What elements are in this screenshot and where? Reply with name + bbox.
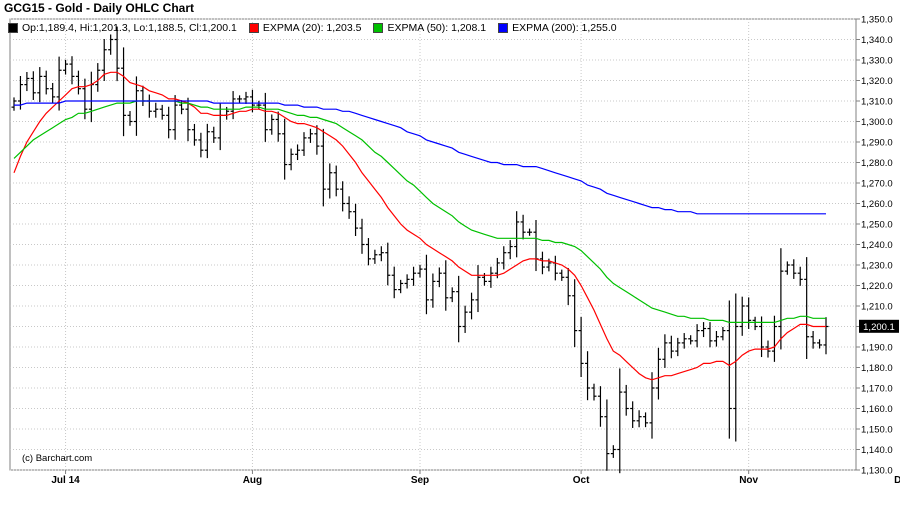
x-tick-label: Aug [243, 475, 262, 486]
legend-item-ema50: EXPMA (50): 1,208.1 [373, 22, 486, 34]
y-tick-label: 1,270.0 [861, 179, 893, 190]
ma-line-20 [13, 71, 826, 381]
y-tick-label: 1,290.0 [861, 138, 893, 149]
legend-label-ema200: EXPMA (200): 1,255.0 [512, 22, 617, 34]
last-price-marker: 1,200.1 [859, 319, 899, 333]
y-tick-label: 1,190.0 [861, 343, 893, 354]
y-tick-label: 1,140.0 [861, 445, 893, 456]
legend-item-ema200: EXPMA (200): 1,255.0 [498, 22, 617, 34]
last-price-box [859, 319, 899, 333]
x-tick-label: Oct [573, 475, 590, 486]
legend-item-ohlc: Op:1,189.4, Hi:1,201.3, Lo:1,188.5, Cl:1… [8, 22, 237, 34]
y-axis: 1,130.0 1,140.0 1,150.0 1,160.0 1,170.0 1,180… [856, 15, 893, 477]
y-tick-label: 1,310.0 [861, 97, 893, 108]
legend-swatch-ema50 [373, 23, 384, 33]
legend-label-ohlc: Op:1,189.4, Hi:1,201.3, Lo:1,188.5, Cl:1… [22, 22, 237, 34]
y-tick-label: 1,230.0 [861, 261, 893, 272]
x-axis: Jul 14 Aug Sep Oct Nov Dec [51, 470, 900, 486]
legend-label-ema20: EXPMA (20): 1,203.5 [262, 22, 362, 34]
x-tick-label: Jul 14 [51, 475, 80, 486]
y-tick-label: 1,250.0 [861, 220, 893, 231]
y-tick-label: 1,130.0 [861, 466, 893, 477]
legend-swatch-ema20 [248, 23, 259, 33]
x-tick-label: Nov [739, 475, 758, 486]
y-tick-label: 1,180.0 [861, 363, 893, 374]
legend-swatch-ema200 [498, 23, 509, 33]
y-tick-label: 1,220.0 [861, 281, 893, 292]
watermark: (c) Barchart.com [22, 453, 92, 464]
y-tick-label: 1,170.0 [861, 384, 893, 395]
y-tick-label: 1,160.0 [861, 404, 893, 415]
y-tick-label: 1,340.0 [861, 35, 893, 46]
y-tick-label: 1,240.0 [861, 240, 893, 251]
legend-label-ema50: EXPMA (50): 1,208.1 [387, 22, 487, 34]
y-tick-label: 1,330.0 [861, 56, 893, 67]
y-tick-label: 1,260.0 [861, 199, 893, 210]
legend-swatch-ohlc [8, 23, 18, 33]
legend: Op:1,189.4, Hi:1,201.3, Lo:1,188.5, Cl:1… [8, 20, 629, 36]
ma-line-200 [14, 100, 826, 215]
y-tick-label: 1,150.0 [861, 425, 893, 436]
y-tick-label: 1,280.0 [861, 158, 893, 169]
y-tick-label: 1,350.0 [861, 15, 893, 26]
ohlc-bars [11, 26, 829, 474]
y-tick-label: 1,300.0 [861, 117, 893, 128]
x-tick-label: Dec [894, 475, 900, 486]
chart-title: GCG15 - Gold - Daily OHLC Chart [4, 1, 195, 15]
x-tick-label: Sep [411, 475, 429, 486]
y-tick-label: 1,320.0 [861, 76, 893, 87]
moving-average-lines [13, 71, 826, 381]
last-price-label: 1,200.1 [863, 322, 895, 333]
legend-item-ema20: EXPMA (20): 1,203.5 [248, 22, 362, 34]
y-tick-label: 1,210.0 [861, 302, 893, 313]
